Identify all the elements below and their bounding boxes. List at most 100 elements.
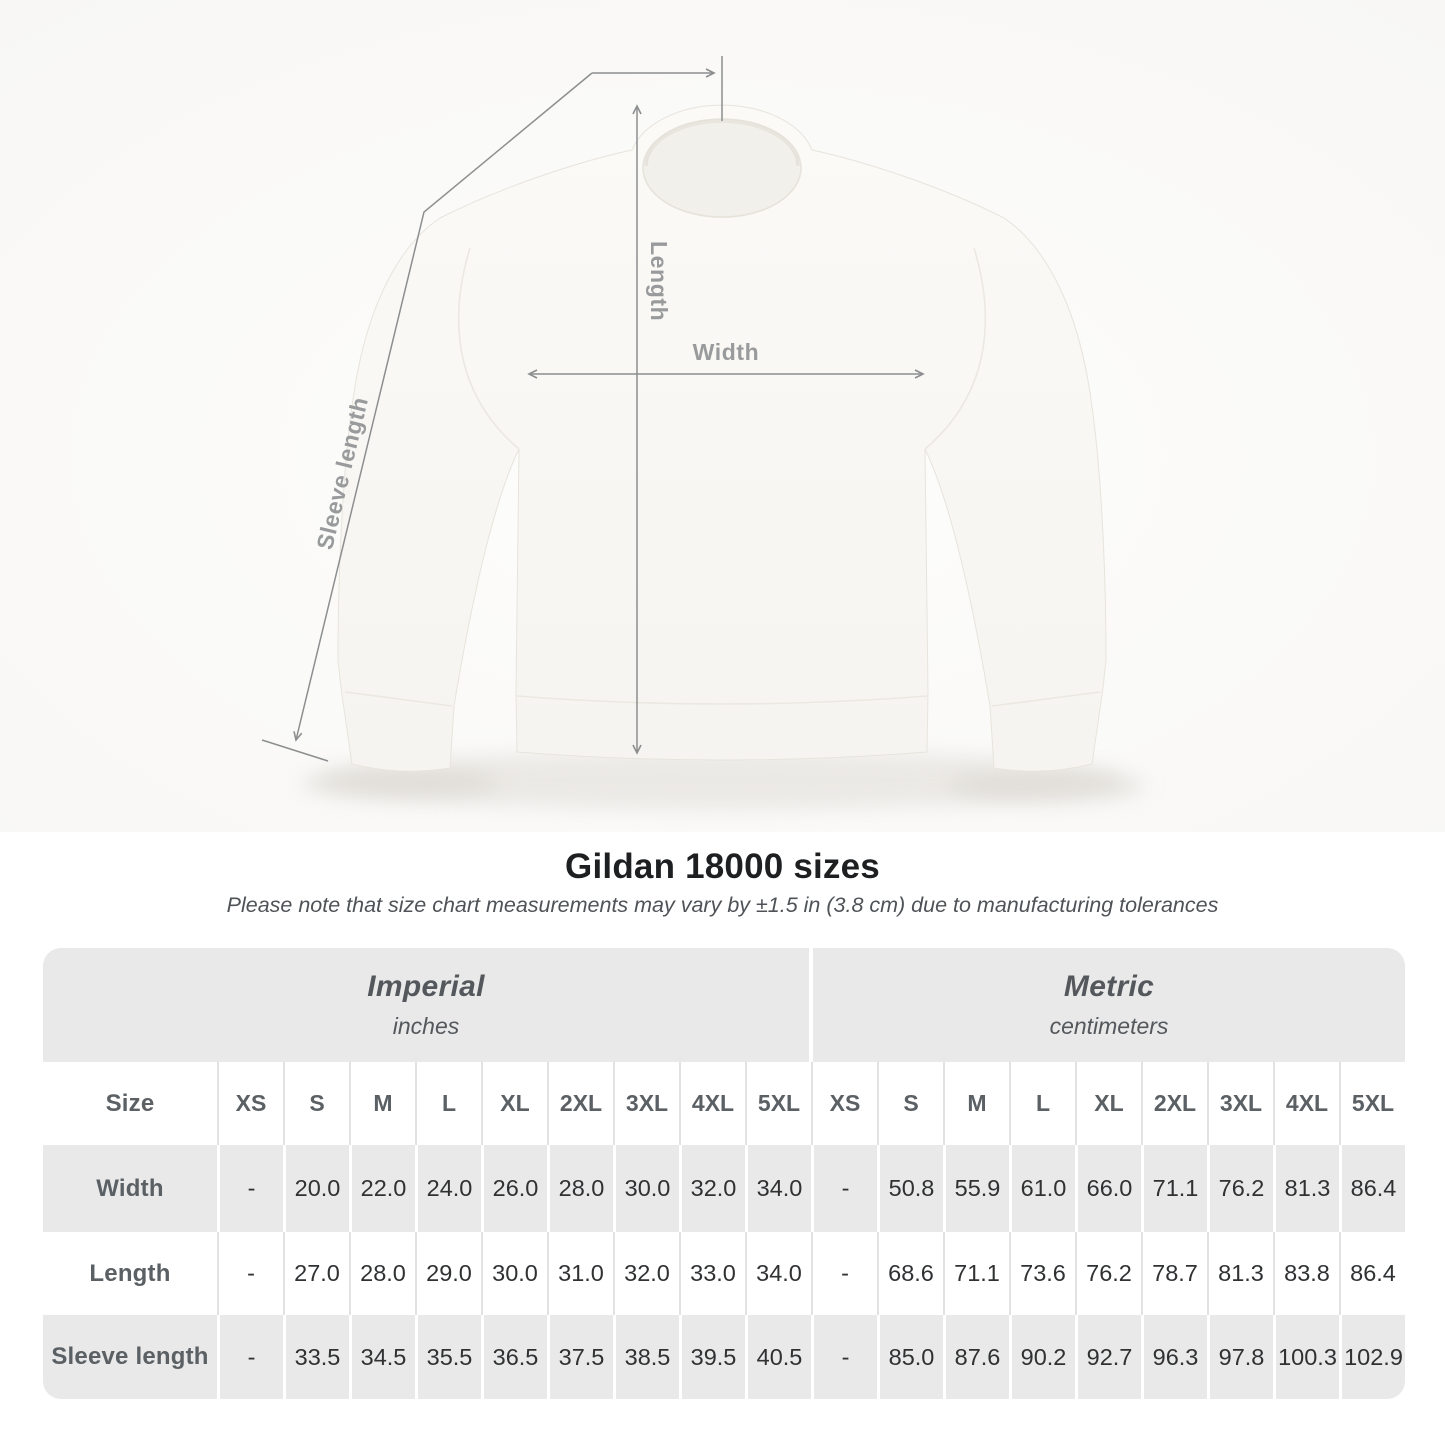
collar-inner-shadow [644, 119, 800, 167]
size-header-cell: M [349, 1062, 415, 1145]
size-table: Imperial inches Metric centimeters Size … [43, 948, 1405, 1399]
garment-shadow [300, 750, 1146, 810]
size-header-cell: S [877, 1062, 943, 1145]
width-label: Width [693, 339, 760, 365]
sleeve-length-end-tick [261, 739, 329, 762]
value-cell: 28.0 [349, 1232, 415, 1315]
value-cell: 36.5 [481, 1315, 547, 1399]
value-cell: 90.2 [1009, 1315, 1075, 1399]
metric-subtitle: centimeters [1049, 1013, 1169, 1039]
value-cell: 37.5 [547, 1315, 613, 1399]
sleeve-length-line [293, 72, 593, 742]
value-cell: 55.9 [943, 1145, 1009, 1232]
size-header-cell: L [1009, 1062, 1075, 1145]
value-cell: 33.5 [283, 1315, 349, 1399]
metric-title: Metric [1063, 970, 1155, 1003]
size-header-cell: 3XL [1207, 1062, 1273, 1145]
value-cell: 81.3 [1273, 1145, 1339, 1232]
value-cell: 87.6 [943, 1315, 1009, 1399]
size-header-cell: 5XL [1339, 1062, 1405, 1145]
value-cell: - [217, 1145, 283, 1232]
sweatshirt-silhouette [337, 104, 1107, 772]
row-label: Width [96, 1174, 164, 1202]
imperial-title: Imperial [367, 970, 485, 1003]
value-cell: 92.7 [1075, 1315, 1141, 1399]
imperial-subtitle: inches [392, 1013, 460, 1039]
value-cell: 71.1 [943, 1232, 1009, 1315]
size-column-header: Size [105, 1089, 155, 1117]
table-body: Width -20.0 22.0 24.0 26.0 28.0 30.0 32.0 34.0-5… [43, 1145, 1405, 1399]
value-cell: 34.5 [349, 1315, 415, 1399]
value-cell: 97.8 [1207, 1315, 1273, 1399]
value-cell: 83.8 [1273, 1232, 1339, 1315]
value-cell: 30.0 [613, 1145, 679, 1232]
size-header-cell: 2XL [547, 1062, 613, 1145]
size-header-row: Size XS S M L XL 2XL 3XL 4XL 5XL XS S M L XL 2XL 3XL 4XL… [43, 1062, 1405, 1145]
length-label: Length [646, 241, 672, 321]
value-cell: 30.0 [481, 1232, 547, 1315]
table-row: Length -27.0 28.0 29.0 30.0 31.0 32.0 33.0 34.0-… [43, 1232, 1405, 1315]
value-cell: 22.0 [349, 1145, 415, 1232]
value-cell: 32.0 [679, 1145, 745, 1232]
value-cell: 31.0 [547, 1232, 613, 1315]
value-cell: 28.0 [547, 1145, 613, 1232]
garment-measurement-diagram: Width Length Sleeve length [0, 0, 1445, 832]
value-cell: 102.9 [1339, 1315, 1405, 1399]
value-cell: 86.4 [1339, 1145, 1405, 1232]
value-cell: 76.2 [1207, 1145, 1273, 1232]
page-title: Gildan 18000 sizes [565, 847, 880, 886]
value-cell: 39.5 [679, 1315, 745, 1399]
value-cell: 68.6 [877, 1232, 943, 1315]
imperial-header-cell: Imperial inches [43, 948, 809, 1062]
value-cell: 66.0 [1075, 1145, 1141, 1232]
value-cell: 20.0 [283, 1145, 349, 1232]
value-cell: 61.0 [1009, 1145, 1075, 1232]
size-header-cell: XS [217, 1062, 283, 1145]
measurement-lines [261, 56, 925, 762]
unit-header-row: Imperial inches Metric centimeters [43, 948, 1405, 1062]
value-cell: 27.0 [283, 1232, 349, 1315]
value-cell: - [217, 1232, 283, 1315]
table-row: Width -20.0 22.0 24.0 26.0 28.0 30.0 32.0 34.0-5… [43, 1145, 1405, 1232]
value-cell: 85.0 [877, 1315, 943, 1399]
value-cell: 76.2 [1075, 1232, 1141, 1315]
size-header-cell: M [943, 1062, 1009, 1145]
value-cell: - [811, 1145, 877, 1232]
value-cell: 38.5 [613, 1315, 679, 1399]
value-cell: 81.3 [1207, 1232, 1273, 1315]
value-cell: 100.3 [1273, 1315, 1339, 1399]
value-cell: 73.6 [1009, 1232, 1075, 1315]
value-cell: 34.0 [745, 1232, 811, 1315]
value-cell: 33.0 [679, 1232, 745, 1315]
size-header-cell: 2XL [1141, 1062, 1207, 1145]
value-cell: - [217, 1315, 283, 1399]
seams [344, 247, 1101, 707]
tolerance-note: Please note that size chart measurements… [226, 893, 1219, 917]
value-cell: 40.5 [745, 1315, 811, 1399]
value-cell: 35.5 [415, 1315, 481, 1399]
size-header-cell: XL [481, 1062, 547, 1145]
sweatshirt [337, 104, 1107, 772]
row-label: Length [89, 1259, 171, 1287]
size-header-cell: XS [811, 1062, 877, 1145]
value-cell: 26.0 [481, 1145, 547, 1232]
value-cell: 24.0 [415, 1145, 481, 1232]
size-header-cell: L [415, 1062, 481, 1145]
size-header-cell: S [283, 1062, 349, 1145]
value-cell: 29.0 [415, 1232, 481, 1315]
value-cell: 71.1 [1141, 1145, 1207, 1232]
collar-opening [644, 122, 800, 218]
size-header-cell: 5XL [745, 1062, 811, 1145]
value-cell: 32.0 [613, 1232, 679, 1315]
size-header-cell: XL [1075, 1062, 1141, 1145]
row-label: Sleeve length [51, 1343, 209, 1370]
value-cell: 50.8 [877, 1145, 943, 1232]
value-cell: 78.7 [1141, 1232, 1207, 1315]
size-header-cell: 4XL [1273, 1062, 1339, 1145]
value-cell: 86.4 [1339, 1232, 1405, 1315]
table-row: Sleeve length -33.5 34.5 35.5 36.5 37.5 38.5 39… [43, 1315, 1405, 1399]
metric-header-cell: Metric centimeters [813, 948, 1405, 1062]
size-header-cell: 4XL [679, 1062, 745, 1145]
value-cell: 96.3 [1141, 1315, 1207, 1399]
